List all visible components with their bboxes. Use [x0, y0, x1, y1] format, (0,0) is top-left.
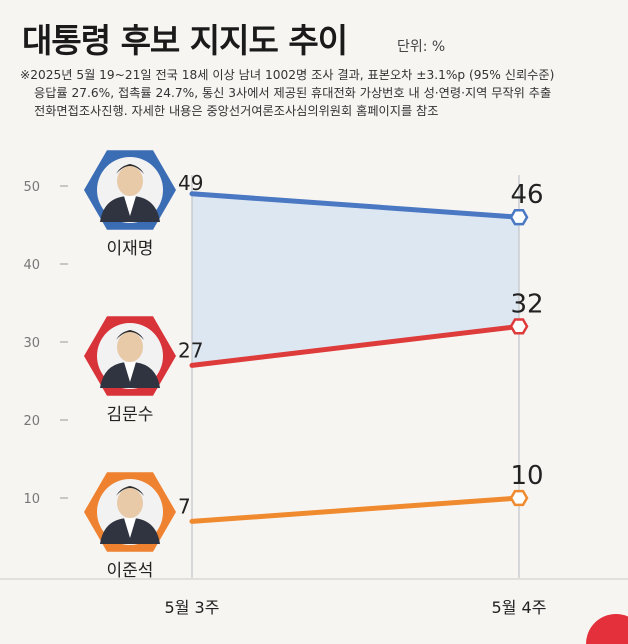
x-tick-label: 5월 3주: [164, 598, 220, 617]
x-tick-label: 5월 4주: [491, 598, 547, 617]
avatar-shirt: [124, 518, 136, 538]
y-tick-label: 40: [23, 258, 40, 273]
data-label-start: 7: [178, 494, 191, 518]
avatar-hair: [116, 486, 144, 496]
candidate-name: 김문수: [107, 405, 154, 425]
avatar-face: [117, 488, 143, 518]
candidate-name: 이준석: [107, 561, 154, 581]
series-line: [189, 191, 522, 220]
candidate-name: 이재명: [107, 239, 154, 259]
avatar-face: [117, 166, 143, 196]
y-tick-label: 30: [23, 336, 40, 351]
data-label-start: 49: [178, 171, 203, 195]
avatar-shirt: [124, 362, 136, 382]
data-label-end: 46: [510, 180, 543, 210]
avatar-shirt: [124, 196, 136, 216]
series-line: [189, 323, 522, 368]
y-tick-label: 50: [23, 180, 40, 195]
y-tick-label: 10: [23, 492, 40, 507]
series-line: [189, 495, 522, 524]
data-label-end: 32: [510, 289, 543, 319]
y-tick-label: 20: [23, 414, 40, 429]
note-line: 전화면접조사진행. 자세한 내용은 중앙선거여론조사심의위원회 홈페이지를 참조: [34, 104, 439, 118]
data-label-start: 27: [178, 338, 203, 362]
avatar-hair: [116, 164, 144, 174]
x-axis-bar: [0, 578, 628, 630]
note-line: 응답률 27.6%, 접촉률 24.7%, 통신 3사에서 제공된 휴대전화 가…: [34, 86, 552, 100]
avatar-hair: [116, 330, 144, 340]
data-label-end: 10: [510, 461, 543, 491]
chart-area: 10 20 30 40 50 49 46 이재명 27 32 김문수 7 10 이준석: [23, 150, 544, 581]
avatar-face: [117, 332, 143, 362]
chart-title: 대통령 후보 지지도 추이: [22, 21, 348, 60]
series-end-marker: [509, 209, 529, 226]
series-end-marker: [509, 318, 529, 335]
note-line: ※2025년 5월 19~21일 전국 18세 이상 남녀 1002명 조사 결…: [20, 68, 555, 82]
series-end-marker: [509, 489, 529, 507]
unit-label: 단위: %: [397, 39, 446, 55]
gap-band: [192, 193, 519, 366]
survey-note: ※2025년 5월 19~21일 전국 18세 이상 남녀 1002명 조사 결…: [20, 66, 620, 120]
